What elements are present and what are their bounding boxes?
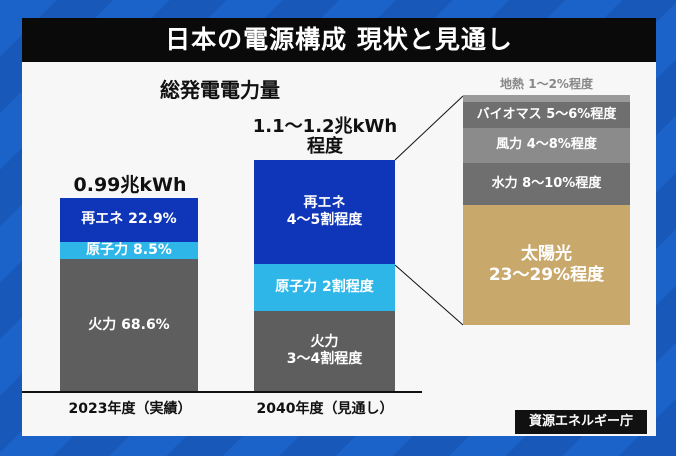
chart-title-bar: 日本の電源構成 現状と見通し: [22, 18, 656, 62]
geothermal-label: 地熱 1～2%程度: [500, 77, 593, 91]
baseline: [22, 391, 422, 393]
total-generation-title: 総発電電力量: [160, 78, 280, 102]
bar-0-火力: 火力 68.6%: [60, 258, 198, 392]
bar-1-火力: 火力 3～4割程度: [254, 310, 395, 392]
total-2040: 1.1～1.2兆kWh 程度: [252, 116, 398, 157]
source-label: 資源エネルギー庁: [515, 410, 647, 434]
category-label-2023: 2023年度（実績）: [68, 401, 192, 417]
bar-0-再エネ: 再エネ 22.9%: [60, 198, 198, 243]
breakdown-地熱: [463, 95, 630, 102]
bar-1-再エネ: 再エネ 4～5割程度: [254, 160, 395, 265]
connector-bottom: [394, 264, 464, 326]
connector-top: [394, 95, 464, 161]
total-2023: 0.99兆kWh: [73, 174, 187, 196]
bar-0-原子力: 原子力 8.5%: [60, 242, 198, 259]
bar-1-原子力: 原子力 2割程度: [254, 264, 395, 311]
breakdown-太陽光: 太陽光 23～29%程度: [463, 205, 630, 325]
breakdown-水力: 水力 8～10%程度: [463, 163, 630, 205]
category-label-2040: 2040年度（見通し）: [256, 401, 394, 417]
breakdown-バイオマス: バイオマス 5～6%程度: [463, 102, 630, 128]
breakdown-風力: 風力 4～8%程度: [463, 128, 630, 163]
